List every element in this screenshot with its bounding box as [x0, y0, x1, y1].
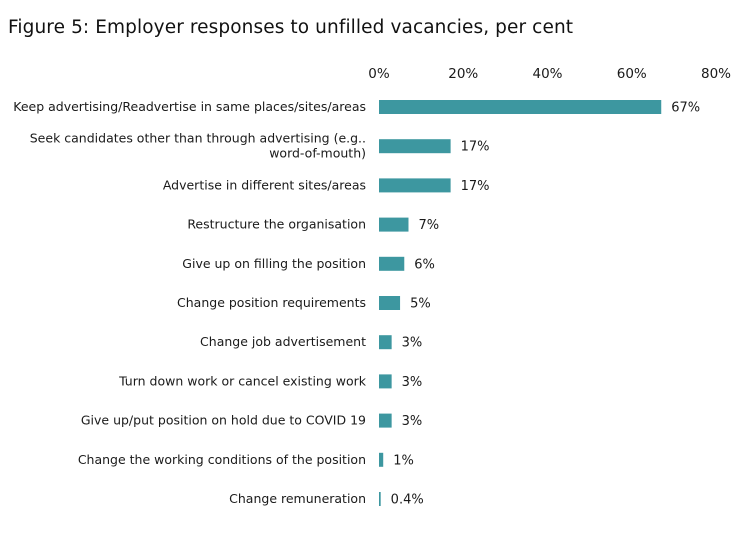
bar — [379, 335, 392, 350]
data-label: 5% — [410, 297, 431, 312]
x-tick-label: 0% — [368, 66, 390, 82]
data-label: 67% — [671, 101, 700, 116]
data-label: 0.4% — [391, 493, 424, 508]
bar — [379, 452, 384, 467]
category-label: Change position requirements — [177, 295, 366, 310]
data-label: 3% — [402, 336, 423, 351]
bar — [379, 413, 392, 428]
category-label: Seek candidates other than through adver… — [30, 130, 366, 160]
bar — [379, 256, 405, 271]
category-label: Restructure the organisation — [187, 216, 366, 231]
bar — [379, 217, 409, 232]
category-labels: Keep advertising/Readvertise in same pla… — [13, 99, 366, 506]
bar — [379, 492, 381, 506]
bar — [379, 178, 451, 193]
x-tick-label: 60% — [617, 66, 647, 82]
bars — [379, 100, 662, 506]
category-label: Give up on filling the position — [182, 255, 366, 270]
category-label: Keep advertising/Readvertise in same pla… — [13, 99, 366, 114]
data-label: 3% — [402, 414, 423, 429]
data-labels: 67% 17% 17% 7% 6% 5% 3% 3% 3% 1% 0.4% — [391, 101, 700, 508]
data-label: 6% — [414, 257, 435, 272]
data-label: 17% — [461, 140, 490, 155]
data-label: 17% — [461, 179, 490, 194]
category-label: Advertise in different sites/areas — [163, 177, 366, 192]
category-label: Change job advertisement — [200, 334, 366, 349]
category-label: Turn down work or cancel existing work — [118, 373, 367, 388]
bar — [379, 139, 451, 154]
x-tick-label: 40% — [532, 66, 562, 82]
category-label: Give up/put position on hold due to COVI… — [81, 412, 366, 427]
data-label: 3% — [402, 375, 423, 390]
bar — [379, 100, 662, 114]
category-label: Change remuneration — [229, 491, 366, 506]
x-tick-label: 20% — [448, 66, 478, 82]
x-tick-label: 80% — [701, 66, 731, 82]
bar — [379, 374, 392, 389]
bar — [379, 296, 401, 310]
x-axis: 0% 20% 40% 60% 80% — [368, 66, 731, 82]
data-label: 1% — [393, 453, 414, 468]
category-label: Change the working conditions of the pos… — [78, 451, 366, 466]
chart-title: Figure 5: Employer responses to unfilled… — [8, 17, 574, 38]
data-label: 7% — [418, 218, 439, 233]
